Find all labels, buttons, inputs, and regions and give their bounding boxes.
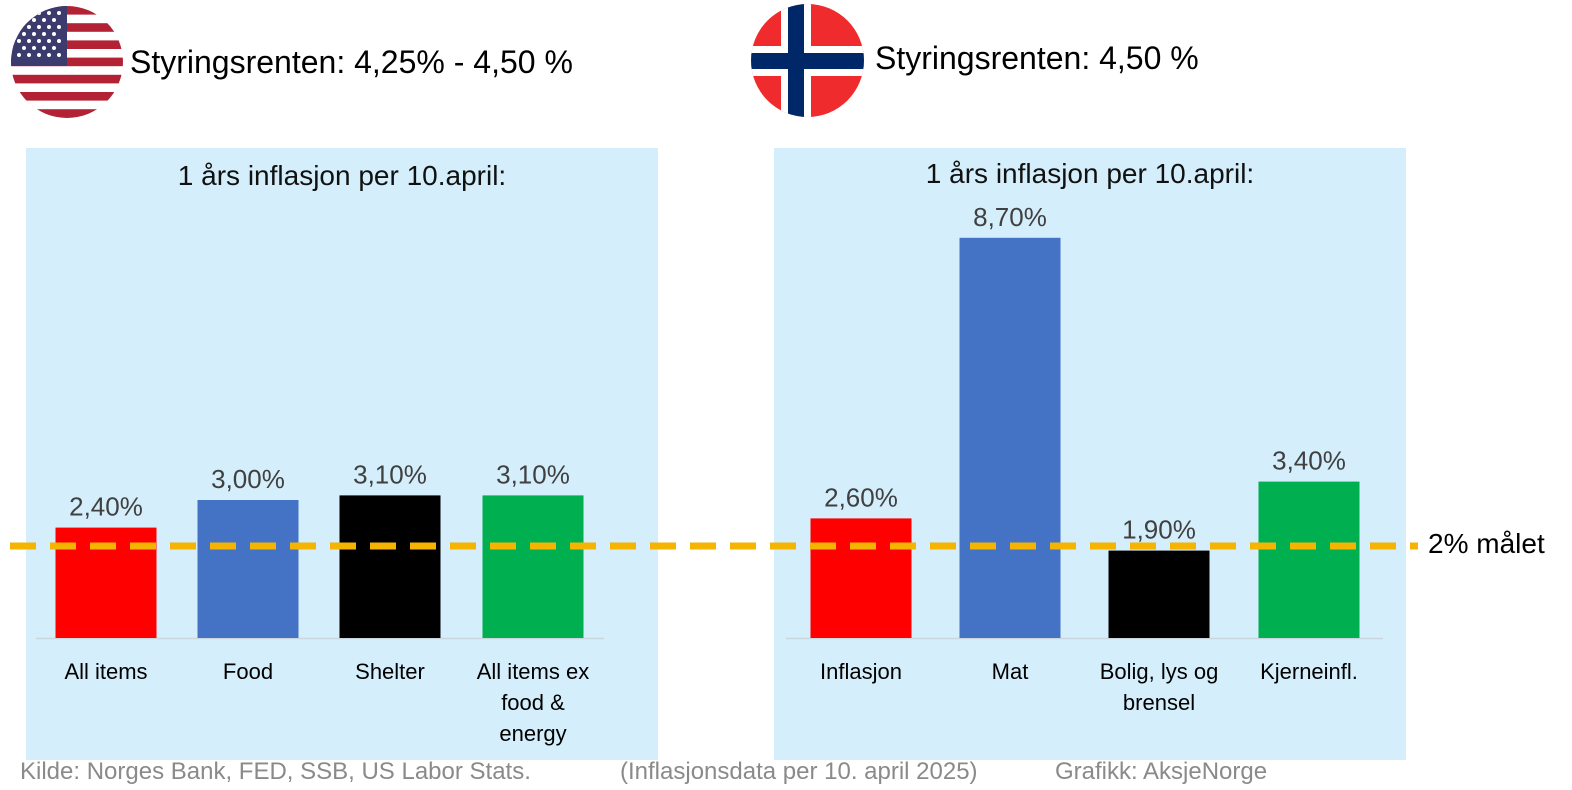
norway-chart-title: 1 års inflasjon per 10.april:	[925, 158, 1255, 189]
us-category-label-3: Shelter	[355, 659, 425, 684]
source-note: Kilde: Norges Bank, FED, SSB, US Labor S…	[20, 758, 531, 785]
us-category-label-1: All items	[64, 659, 147, 684]
no-value-label-1: 2,60%	[824, 482, 898, 512]
no-bar-1	[810, 518, 912, 638]
us-value-label-2: 3,00%	[211, 464, 285, 494]
no-category-label-1: Inflasjon	[820, 659, 902, 684]
no-value-label-4: 3,40%	[1272, 446, 1346, 476]
no-bar-4	[1258, 481, 1360, 638]
us-value-label-1: 2,40%	[69, 492, 143, 522]
us-bar-4	[482, 495, 584, 638]
us-value-label-4: 3,10%	[496, 459, 570, 489]
data-date-note: (Inflasjonsdata per 10. april 2025)	[620, 758, 978, 785]
norway-policy-rate: Styringsrenten: 4,50 %	[875, 40, 1199, 76]
norway-chart-panel: 1 års inflasjon per 10.april:	[774, 148, 1406, 760]
norway-flag-icon	[751, 4, 864, 117]
us-chart-title: 1 års inflasjon per 10.april:	[177, 160, 507, 191]
us-category-label-4: food &	[501, 690, 565, 715]
no-bar-2	[959, 237, 1061, 639]
us-chart-panel: 1 års inflasjon per 10.april:	[26, 148, 658, 760]
graphics-credit: Grafikk: AksjeNorge	[1055, 758, 1268, 785]
us-bar-3	[339, 495, 441, 638]
no-bar-3	[1108, 550, 1210, 638]
no-category-label-3: brensel	[1123, 690, 1195, 715]
us-bar-2	[197, 500, 299, 638]
no-category-label-4: Kjerneinfl.	[1260, 659, 1358, 684]
no-category-label-3: Bolig, lys og	[1100, 659, 1219, 684]
us-category-label-2: Food	[223, 659, 273, 684]
no-category-label-2: Mat	[992, 659, 1029, 684]
target-line-label: 2% målet	[1428, 528, 1545, 559]
us-value-label-3: 3,10%	[353, 459, 427, 489]
no-value-label-2: 8,70%	[973, 202, 1047, 232]
us-category-label-4: All items ex	[477, 659, 589, 684]
us-policy-rate: Styringsrenten: 4,25% - 4,50 %	[130, 44, 573, 80]
us-category-label-4: energy	[499, 721, 566, 746]
no-value-label-3: 1,90%	[1122, 515, 1196, 545]
